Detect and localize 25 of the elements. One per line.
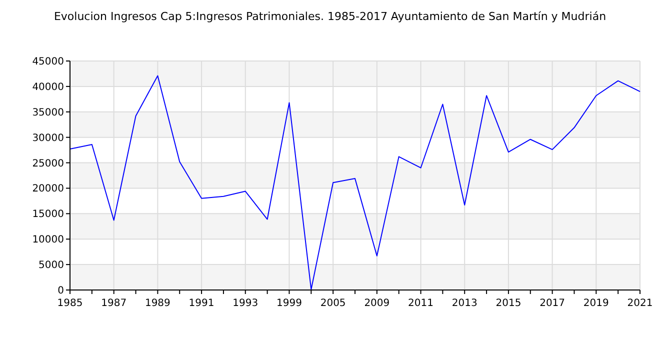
x-tick-label: 2009	[364, 298, 390, 309]
y-tick-label: 30000	[32, 132, 64, 144]
y-tick-label: 15000	[32, 209, 64, 220]
x-tick-label: 2013	[452, 298, 478, 309]
x-tick-label: 2005	[320, 298, 346, 309]
chart-title: Evolucion Ingresos Cap 5:Ingresos Patrimoniales. 1985-2017 Ayuntamiento de San Martín y Mudrián	[54, 10, 606, 23]
x-tick-label: 1985	[57, 298, 83, 309]
y-tick-label: 25000	[32, 158, 64, 170]
x-tick-label: 1989	[144, 298, 170, 309]
x-tick-label: 1993	[232, 298, 258, 309]
x-tick-label: 2017	[540, 298, 566, 309]
y-tick-label: 10000	[32, 234, 64, 246]
x-tick-label: 1999	[276, 298, 302, 309]
x-tick-label: 2019	[583, 298, 609, 309]
y-tick-label: 35000	[32, 107, 64, 118]
y-tick-label: 45000	[32, 56, 64, 68]
x-tick-label: 2011	[408, 298, 434, 309]
y-tick-label: 0	[58, 286, 64, 296]
x-tick-label: 2021	[627, 298, 653, 309]
y-tick-label: 20000	[32, 184, 64, 195]
y-tick-label: 5000	[38, 260, 64, 272]
x-tick-label: 2015	[496, 298, 522, 309]
x-tick-label: 1987	[101, 298, 127, 309]
y-tick-label: 40000	[32, 82, 64, 93]
x-tick-label: 1991	[188, 298, 214, 309]
